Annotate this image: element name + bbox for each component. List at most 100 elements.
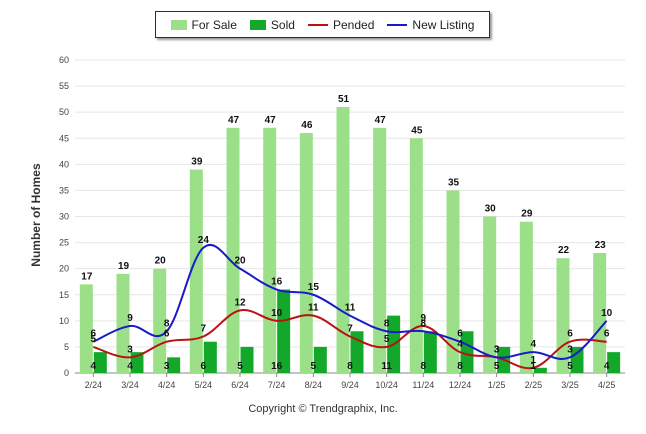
sold-value-label: 4 [604,361,610,372]
bar-for-sale [409,138,423,373]
bar-sold [167,357,181,373]
bar-sold [240,346,254,373]
legend-item: For Sale [170,17,237,32]
y-tick-label: 30 [59,212,69,222]
sold-value-label: 1 [531,361,537,372]
pended-value-label: 7 [347,323,353,334]
legend-label: New Listing [412,17,475,32]
sold-value-label: 8 [421,361,427,372]
bar-for-sale [483,216,497,373]
new-listing-value-label: 6 [457,329,463,340]
bar-for-sale [519,221,533,373]
y-axis-label: Number of Homes [29,163,43,267]
bar-sold [533,367,547,373]
y-tick-label: 55 [59,81,69,91]
sold-value-label: 4 [91,361,97,372]
pended-value-label: 12 [234,297,246,308]
new-listing-value-label: 20 [234,256,246,267]
line-pended [93,309,607,370]
x-tick-label: 9/24 [341,380,359,390]
x-tick-label: 8/24 [305,380,323,390]
bar-for-sale [263,127,277,373]
for-sale-value-label: 35 [448,177,460,188]
new-listing-value-label: 3 [567,344,573,355]
new-listing-value-label: 6 [91,329,97,340]
y-tick-label: 25 [59,238,69,248]
x-tick-label: 5/24 [195,380,213,390]
x-tick-label: 3/25 [561,380,579,390]
x-tick-label: 6/24 [231,380,249,390]
bar-sold [277,289,291,373]
y-tick-label: 40 [59,159,69,169]
y-tick-label: 0 [64,368,69,378]
pended-value-label: 9 [421,313,427,324]
legend-swatch [387,23,408,26]
pended-value-label: 6 [164,329,170,340]
new-listing-value-label: 9 [127,313,133,324]
x-tick-label: 3/24 [121,380,139,390]
y-tick-label: 60 [59,55,69,65]
new-listing-value-label: 15 [308,282,320,293]
pended-value-label: 1 [531,355,537,366]
bar-sold [203,341,217,373]
x-tick-label: 10/24 [375,380,398,390]
for-sale-value-label: 23 [595,240,607,251]
y-tick-label: 5 [64,342,69,352]
new-listing-value-label: 8 [164,318,170,329]
for-sale-value-label: 47 [375,115,387,126]
new-listing-value-label: 3 [494,344,500,355]
bar-for-sale [226,127,240,373]
bar-sold [570,346,584,373]
for-sale-value-label: 47 [265,115,277,126]
sold-value-label: 5 [567,361,573,372]
legend-item: Sold [249,18,295,32]
legend-swatch [249,19,266,30]
new-listing-value-label: 10 [601,308,613,319]
y-tick-label: 50 [59,107,69,117]
bar-for-sale [189,169,203,373]
bar-for-sale [556,258,570,373]
pended-value-label: 7 [201,323,207,334]
x-tick-label: 11/24 [412,380,434,390]
bar-sold [607,352,621,373]
sold-value-label: 8 [457,361,463,372]
bar-sold [93,352,107,373]
y-tick-label: 15 [59,290,69,300]
new-listing-value-label: 11 [345,303,356,314]
sold-value-label: 5 [311,361,317,372]
x-tick-label: 4/24 [158,380,176,390]
bar-for-sale [336,106,350,373]
new-listing-value-label: 4 [531,339,537,350]
pended-value-label: 6 [567,329,573,340]
for-sale-value-label: 22 [558,245,570,256]
legend: For Sale Sold Pended New Listing [155,11,490,38]
legend-swatch [308,23,328,26]
for-sale-value-label: 17 [81,271,93,282]
bar-sold [460,331,474,373]
legend-label: Pended [333,17,375,32]
y-tick-label: 20 [59,264,69,274]
sold-value-label: 16 [271,361,283,372]
bar-for-sale [116,273,130,373]
x-tick-label: 4/25 [598,380,616,390]
for-sale-value-label: 51 [338,94,350,105]
sold-value-label: 3 [164,361,170,372]
new-listing-value-label: 16 [271,277,283,288]
line-new-listing [92,244,608,360]
pended-value-label: 3 [494,344,500,355]
pended-value-label: 4 [457,339,463,350]
for-sale-value-label: 45 [411,125,423,136]
y-tick-label: 35 [59,185,69,195]
bar-sold [313,346,327,373]
for-sale-value-label: 46 [301,120,313,131]
for-sale-value-label: 19 [118,261,130,272]
new-listing-value-label: 24 [198,235,210,246]
x-tick-label: 1/25 [488,380,506,390]
legend-item: New Listing [387,18,474,32]
copyright-text: Copyright © Trendgraphix, Inc. [248,403,398,415]
legend-label: For Sale [191,17,237,32]
x-tick-label: 12/24 [449,380,472,390]
for-sale-value-label: 30 [485,204,497,215]
new-listing-value-label: 8 [421,318,427,329]
legend-item: Pended [308,18,374,32]
